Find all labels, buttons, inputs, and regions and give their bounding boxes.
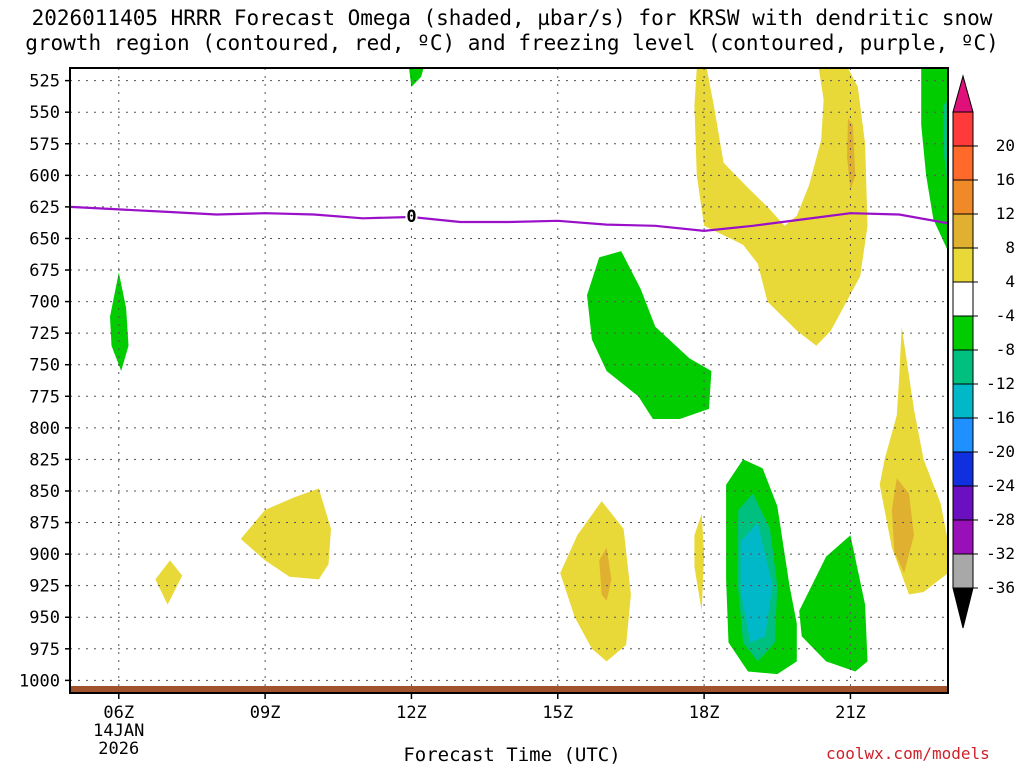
y-tick-label-725: 725 [29, 324, 60, 344]
colorbar-segment-11 [952, 485, 974, 521]
y-tick-label-750: 750 [29, 356, 60, 376]
freezing-level-line [70, 205, 948, 233]
omega-region-green-top-12z [409, 68, 424, 87]
y-tick-label-625: 625 [29, 198, 60, 218]
y-tick-label-825: 825 [29, 450, 60, 470]
x-tick-label-12Z: 12Z [396, 703, 427, 723]
y-tick-label-525: 525 [29, 72, 60, 92]
colorbar-segment-7 [952, 349, 974, 385]
x-tick-label-09Z: 09Z [250, 703, 281, 723]
y-tick-label-700: 700 [29, 293, 60, 313]
title-line-1: 2026011405 HRRR Forecast Omega (shaded, … [31, 6, 993, 30]
omega-region-yellow-0930 [240, 488, 331, 580]
terrain-band [70, 686, 948, 693]
credit-link[interactable]: coolwx.com/models [826, 744, 990, 763]
colorbar-label-1: 16 [996, 170, 1015, 189]
freezing-level-label: 0 [406, 207, 416, 227]
colorbar-label-4: 4 [1005, 272, 1015, 291]
y-tick-label-550: 550 [29, 103, 60, 123]
y-tick-label-925: 925 [29, 577, 60, 597]
y-tick-label-775: 775 [29, 387, 60, 407]
y-tick-label-650: 650 [29, 229, 60, 249]
x-tick-label-15Z: 15Z [542, 703, 573, 723]
y-tick-label-950: 950 [29, 608, 60, 628]
omega-region-yellow-1750-small [694, 513, 705, 611]
plot-frame [69, 67, 949, 694]
omega-region-yellow-16z [560, 501, 631, 662]
y-tick-label-600: 600 [29, 166, 60, 186]
colorbar-segment-13 [952, 553, 974, 589]
y-tick-label-1000: 1000 [19, 671, 60, 691]
omega-region-green-mid-16z [587, 251, 712, 419]
chart-title: 2026011405 HRRR Forecast Omega (shaded, … [0, 6, 1024, 56]
y-tick-label-875: 875 [29, 514, 60, 534]
colorbar-segment-1 [952, 145, 974, 181]
y-tick-label-575: 575 [29, 135, 60, 155]
omega-region-green-top-right [921, 68, 948, 252]
omega-region-orange-22z [891, 478, 914, 574]
colorbar-label-3: 8 [1005, 238, 1015, 257]
y-tick-label-675: 675 [29, 261, 60, 281]
colorbar-segment-2 [952, 179, 974, 215]
y-tick-label-850: 850 [29, 482, 60, 502]
colorbar-segment-0 [952, 111, 974, 147]
plot-area: 0 [70, 68, 948, 693]
omega-region-yellow-22z [879, 326, 948, 595]
omega-region-orange-top-21z [847, 118, 856, 191]
colorbar-label-13: -36 [986, 578, 1015, 597]
omega-region-green-thin-06z [110, 272, 129, 371]
x-tick-label-18Z: 18Z [689, 703, 720, 723]
x-tick-sublabel-date: 14JAN [93, 721, 144, 741]
colorbar-segment-8 [952, 383, 974, 419]
x-tick-sublabel-year: 2026 [98, 739, 139, 759]
colorbar-label-2: 12 [996, 204, 1015, 223]
omega-region-cyan-top-right [943, 99, 948, 188]
colorbar-segment-12 [952, 519, 974, 555]
colorbar-top-arrow [952, 74, 974, 113]
y-tick-label-900: 900 [29, 545, 60, 565]
colorbar-segment-10 [952, 451, 974, 487]
omega-region-yellow-07z-small [155, 560, 183, 605]
x-axis-label: Forecast Time (UTC) [403, 744, 621, 766]
y-tick-label-975: 975 [29, 640, 60, 660]
x-tick-label-06Z: 06Z [103, 703, 134, 723]
colorbar-segment-6 [952, 315, 974, 351]
omega-region-green-2030 [799, 535, 868, 672]
colorbar-label-12: -32 [986, 544, 1015, 563]
colorbar-label-8: -16 [986, 408, 1015, 427]
omega-region-cyan-19z [740, 522, 773, 643]
colorbar-label-9: -20 [986, 442, 1015, 461]
omega-region-orange-16z [599, 547, 612, 601]
colorbar-label-6: -8 [996, 340, 1015, 359]
colorbar-segment-5 [952, 281, 974, 317]
colorbar-label-7: -12 [986, 374, 1015, 393]
colorbar-segment-4 [952, 247, 974, 283]
omega-region-yellow-left-column [694, 68, 868, 346]
colorbar-label-10: -24 [986, 476, 1015, 495]
title-line-2: growth region (contoured, red, ºC) and f… [25, 31, 999, 55]
colorbar-label-5: -4 [996, 306, 1015, 325]
colorbar-bottom-arrow [952, 587, 974, 629]
freezing-level-label-bg [405, 207, 418, 224]
x-tick-label-21Z: 21Z [835, 703, 866, 723]
colorbar-segment-3 [952, 213, 974, 249]
colorbar-label-0: 20 [996, 136, 1015, 155]
y-tick-label-800: 800 [29, 419, 60, 439]
colorbar-label-11: -28 [986, 510, 1015, 529]
colorbar-segment-9 [952, 417, 974, 453]
